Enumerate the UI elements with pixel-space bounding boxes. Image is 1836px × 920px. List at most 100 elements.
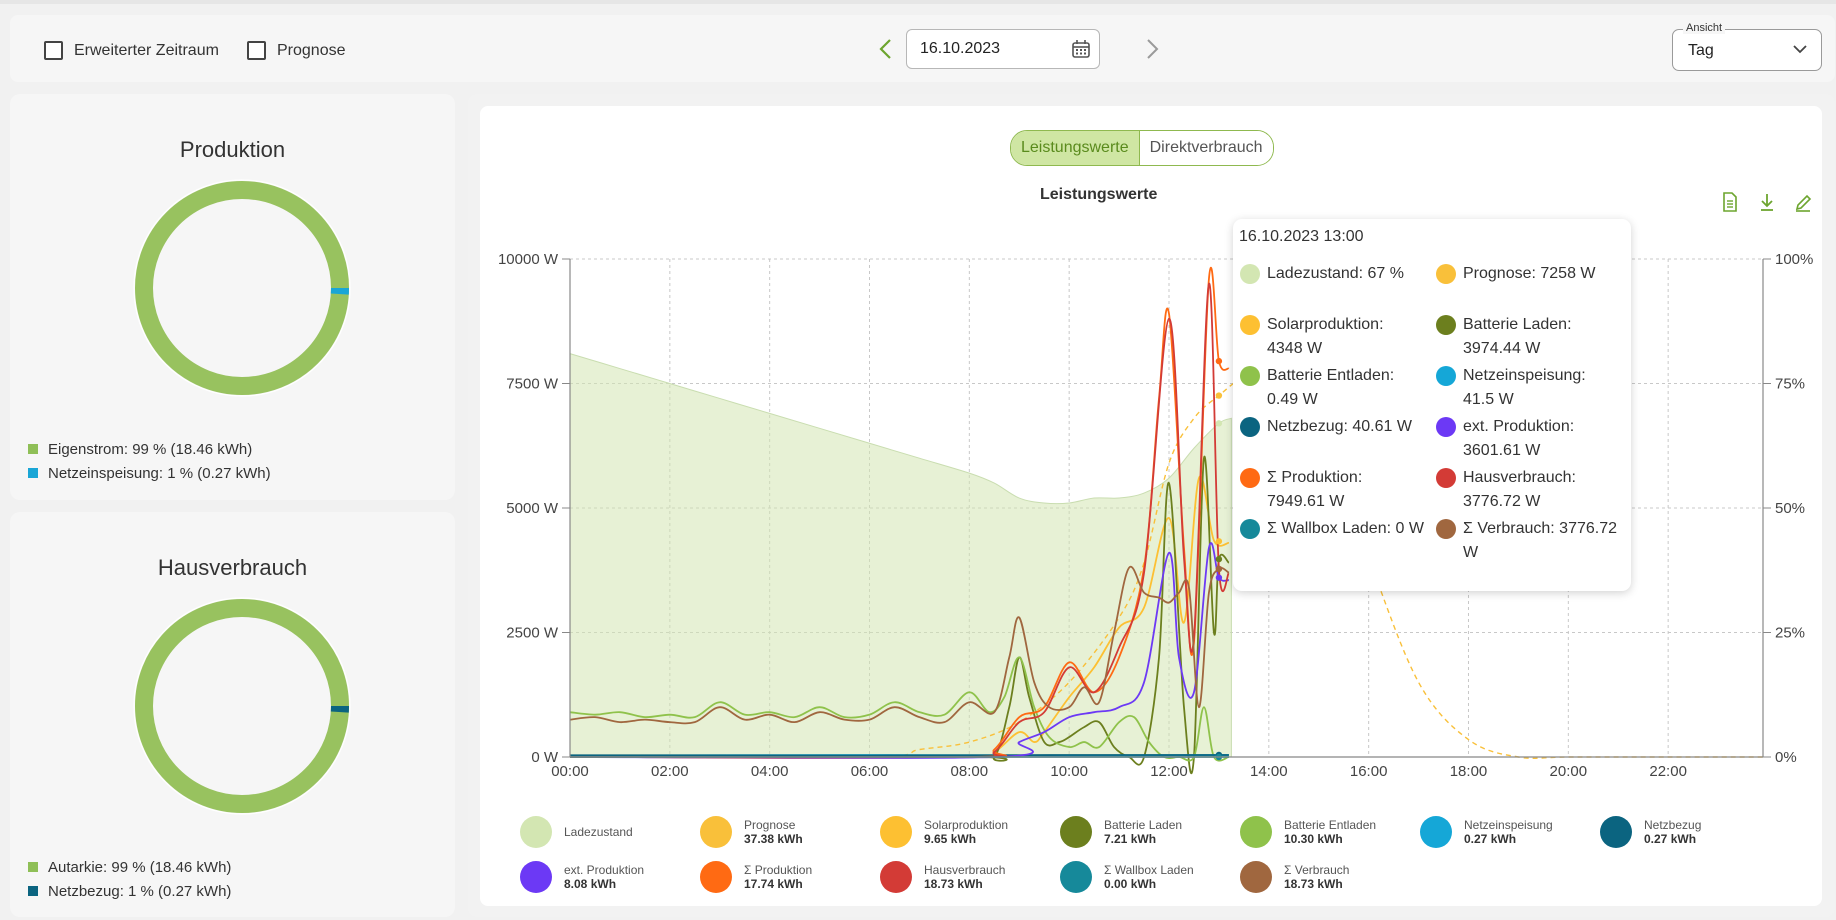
legend-item[interactable]: Netzbezug 0.27 kWh [1600, 816, 1701, 848]
tooltip-item-text: Batterie Laden: 3974.44 W [1463, 316, 1572, 357]
donut-segment-netzbezug[interactable] [135, 599, 349, 813]
legend-item[interactable]: Σ Verbrauch 18.73 kWh [1240, 861, 1349, 893]
x-tick-label: 00:00 [551, 763, 589, 780]
legend-item[interactable]: Solarproduktion 9.65 kWh [880, 816, 1008, 848]
date-value: 16.10.2023 [920, 40, 1001, 57]
x-tick-label: 14:00 [1250, 763, 1288, 780]
legend-item[interactable]: Hausverbrauch 18.73 kWh [880, 861, 1005, 893]
legend-name: Ladezustand [564, 824, 633, 839]
y-tick-label-right: 25% [1775, 625, 1805, 642]
tooltip-item-text: Netzeinspeisung: 41.5 W [1463, 367, 1586, 408]
legend-swatch [28, 444, 38, 454]
tooltip-color-dot [1240, 315, 1260, 335]
legend-item[interactable]: Netzeinspeisung 0.27 kWh [1420, 816, 1553, 848]
series-line-ext-produktion [569, 542, 1230, 760]
x-tick-label: 16:00 [1350, 763, 1388, 780]
legend-color-dot [1060, 816, 1092, 848]
power-line-chart: 00:00 02:00 04:00 06:00 08:00 10:00 12:00 14:00… [498, 251, 1813, 780]
legend-item[interactable]: ext. Produktion 8.08 kWh [520, 861, 644, 893]
legend-value: 0.00 kWh [1104, 876, 1157, 891]
tooltip-item-text: Hausverbrauch: 3776.72 W [1463, 469, 1576, 510]
legend-item-grid-feed-in: Netzeinspeisung: 1 % (0.27 kWh) [28, 461, 271, 485]
next-day-chevron-icon[interactable] [1142, 37, 1162, 61]
date-input[interactable]: 16.10.2023 [906, 29, 1100, 69]
download-icon[interactable] [1758, 192, 1776, 212]
donut-segment-autarkie[interactable] [135, 599, 349, 813]
x-tick-label: 18:00 [1450, 763, 1488, 780]
donut-outline [133, 179, 351, 397]
legend-item[interactable]: Ladezustand [520, 816, 633, 848]
legend-color-dot [520, 816, 552, 848]
tooltip-item: ext. Produktion: 3601.61 W [1436, 415, 1626, 463]
series-area-ladezustand [569, 352, 1232, 758]
legend-value: 0.27 kWh [1464, 831, 1517, 846]
cursor-marker [1215, 392, 1223, 399]
legend-item-own-power: Eigenstrom: 99 % (18.46 kWh) [28, 437, 271, 461]
legend-swatch [28, 468, 38, 478]
forecast-label: Prognose [277, 41, 346, 59]
series-line-batterie-entladen [569, 656, 1230, 762]
tooltip-item: Batterie Entladen: 0.49 W [1240, 364, 1432, 412]
checkbox-box[interactable] [44, 41, 63, 60]
legend-item[interactable]: Batterie Laden 7.21 kWh [1060, 816, 1182, 848]
legend-label: Netzeinspeisung: 1 % (0.27 kWh) [48, 464, 271, 482]
tooltip-item-text: ext. Produktion: 3601.61 W [1463, 418, 1575, 459]
extended-range-label: Erweiterter Zeitraum [74, 41, 219, 59]
legend-item-autarky: Autarkie: 99 % (18.46 kWh) [28, 855, 231, 879]
legend-color-dot [880, 816, 912, 848]
donut-segment-netzeinspeisung[interactable] [135, 181, 349, 395]
calendar-icon[interactable] [1071, 39, 1091, 59]
series-line-hausverbrauch [569, 282, 1230, 759]
tooltip-item-text: Σ Produktion: 7949.61 W [1267, 469, 1363, 510]
legend-value: 9.65 kWh [924, 831, 977, 846]
legend-color-dot [1060, 861, 1092, 893]
previous-day-chevron-icon[interactable] [876, 37, 896, 61]
tooltip-color-dot [1436, 417, 1456, 437]
legend-name: Σ Verbrauch [1284, 862, 1350, 877]
chevron-down-icon [1793, 45, 1807, 54]
extended-range-checkbox[interactable]: Erweiterter Zeitraum [44, 41, 219, 60]
legend-value: 17.74 kWh [744, 876, 803, 891]
edit-icon[interactable] [1794, 192, 1812, 212]
x-tick-label: 04:00 [751, 763, 789, 780]
y-tick-label-right: 0% [1775, 749, 1797, 766]
legend-item[interactable]: Σ Produktion 17.74 kWh [700, 861, 812, 893]
consumption-title: Hausverbrauch [157, 555, 308, 580]
legend-name: Solarproduktion [924, 817, 1009, 832]
production-donut [133, 179, 351, 397]
y-tick-label-right: 50% [1775, 500, 1805, 517]
tooltip-item: Hausverbrauch: 3776.72 W [1436, 466, 1626, 514]
forecast-checkbox[interactable]: Prognose [247, 41, 346, 60]
legend-item[interactable]: Prognose 37.38 kWh [700, 816, 803, 848]
tooltip-item: Solarproduktion: 4348 W [1240, 313, 1432, 361]
donut-segment-eigenstrom[interactable] [135, 181, 349, 395]
view-select-label: Ansicht [1683, 22, 1726, 34]
chart-tooltip: 16.10.2023 13:00 Ladezustand: 67 % Progno… [1233, 219, 1631, 591]
production-legend: Eigenstrom: 99 % (18.46 kWh) Netzeinspei… [28, 437, 271, 485]
tooltip-title: 16.10.2023 13:00 [1239, 228, 1364, 245]
consumption-panel: Hausverbrauch Autarkie: 99 % (18.46 kWh)… [10, 512, 455, 917]
production-title: Produktion [179, 137, 286, 162]
series-line-prognose [569, 377, 1763, 759]
tooltip-color-dot [1436, 519, 1456, 539]
legend-value: 0.27 kWh [1644, 831, 1697, 846]
cursor-marker [1215, 574, 1223, 581]
series-line-verbrauch [569, 565, 1230, 725]
legend-item[interactable]: Batterie Entladen 10.30 kWh [1240, 816, 1376, 848]
tooltip-color-dot [1240, 417, 1260, 437]
legend-item[interactable]: Σ Wallbox Laden 0.00 kWh [1060, 861, 1194, 893]
legend-label: Netzbezug: 1 % (0.27 kWh) [48, 882, 232, 900]
legend-color-dot [520, 861, 552, 893]
tab-power-values[interactable]: Leistungswerte [1011, 131, 1140, 165]
checkbox-box[interactable] [247, 41, 266, 60]
tab-direct-consumption[interactable]: Direktverbrauch [1139, 131, 1273, 165]
legend-value: 7.21 kWh [1104, 831, 1157, 846]
legend-color-dot [1240, 861, 1272, 893]
top-divider [0, 0, 1836, 4]
legend-color-dot [1420, 816, 1452, 848]
view-select[interactable]: Ansicht Tag [1672, 22, 1822, 71]
document-icon[interactable] [1721, 192, 1739, 212]
legend-name: Σ Wallbox Laden [1104, 862, 1194, 877]
x-tick-label: 22:00 [1649, 763, 1687, 780]
tooltip-color-dot [1240, 519, 1260, 539]
